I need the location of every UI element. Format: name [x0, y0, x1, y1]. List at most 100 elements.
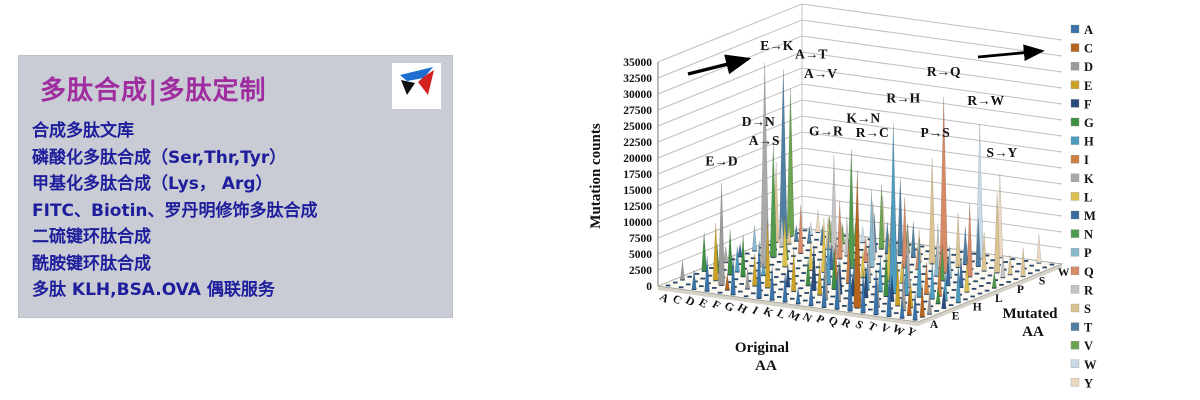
y-tick-label: 17500 [623, 169, 652, 181]
legend-label: A [1084, 23, 1093, 37]
x-tick-label: C [670, 293, 683, 308]
spike-C-to-T [793, 224, 799, 242]
spike-G-to-R [830, 154, 838, 255]
spike-G-to-W [860, 226, 866, 243]
spike-Q-to-H [877, 256, 883, 292]
spike-V-to-A [886, 274, 892, 317]
spike-F-to-H [760, 262, 766, 276]
y-tick-label: 35000 [623, 57, 652, 69]
spike-L-to-A [782, 272, 788, 302]
spike-E-to-K [760, 62, 770, 268]
spike-K-to-G [805, 258, 811, 286]
x-tick-label: M [786, 308, 802, 324]
x-tick-label: V [878, 322, 892, 337]
spike-K-to-E [791, 249, 797, 292]
service-item-fitc-biotin[interactable]: FITC、Biotin、罗丹明修饰多肽合成 [32, 200, 318, 221]
x-tick-label: Q [826, 314, 840, 329]
spike-S-to-F [889, 275, 895, 302]
spike-L-to-T [897, 178, 904, 256]
y-axis-title: Mutation counts [588, 123, 604, 229]
spike-D-to-T [806, 226, 812, 243]
x-tick-label: P [814, 313, 826, 327]
y-axis: 0 2500 5000 7500 10000 12500 15000 17500 20000 22… [588, 57, 652, 293]
spike-Y-to-D [927, 291, 932, 315]
spike-H-to-Q [836, 200, 843, 259]
service-item-klh-bsa-ova[interactable]: 多肽 KLH,BSA.OVA 偶联服务 [32, 280, 275, 300]
legend-swatch-A [1070, 24, 1080, 34]
y-tick-label: 32500 [623, 73, 652, 85]
peak-label: G→R [809, 124, 843, 139]
legend-label: H [1084, 135, 1094, 149]
legend-label: F [1084, 97, 1092, 111]
legend-swatch-C [1070, 43, 1080, 52]
spike-G-to-E [752, 253, 758, 286]
spike-W-to-L [964, 259, 970, 292]
depth-tick-label: L [995, 293, 1003, 305]
spike-W-to-G [935, 287, 941, 304]
spike-M-to-A [795, 287, 801, 304]
spike-P-to-A [821, 275, 827, 308]
spike-E-to-G [740, 234, 746, 277]
spike-W-to-A [899, 297, 905, 319]
service-item-disulfide-cyclic[interactable]: 二硫键环肽合成 [32, 227, 151, 247]
legend-label: K [1084, 172, 1094, 186]
y-tick-label: 25000 [623, 121, 652, 133]
spike-T-to-A [873, 269, 879, 315]
legend-swatch-T [1070, 322, 1080, 331]
spike-Y-to-A [912, 292, 918, 320]
y-tick-label: 12500 [623, 201, 652, 213]
spike-T-to-M [945, 256, 951, 286]
y-tick-label: 20000 [623, 153, 652, 165]
legend-swatch-I [1070, 155, 1080, 164]
spike-W-to-S [1007, 255, 1013, 275]
legend-label: C [1084, 42, 1093, 56]
spike-I-to-M [828, 243, 834, 270]
spike-R-to-A [847, 258, 853, 311]
legend-label: R [1084, 283, 1094, 297]
spike-D-to-A [691, 269, 697, 290]
spike-P-to-F [850, 272, 856, 296]
legend-swatch-D [1070, 62, 1080, 71]
wall-gridlines [657, 3, 1063, 286]
spike-A-to-M [737, 243, 743, 257]
y-tick-label: 0 [646, 281, 652, 293]
service-item-peptide-library[interactable]: 合成多肽文库 [32, 121, 134, 141]
spike-T-to-I [923, 261, 930, 295]
depth-tick-label: S [1039, 275, 1045, 287]
spike-R-to-C [853, 170, 862, 308]
legend-label: D [1084, 60, 1093, 74]
spike-I-to-A [756, 240, 762, 299]
spike-Y-to-H [955, 263, 961, 303]
right-direction-arrow-icon [977, 44, 1045, 62]
x-tick-label: I [750, 305, 760, 318]
logo-red-wing [418, 70, 434, 95]
spike-R-to-T [962, 225, 968, 265]
spike-M-to-T [910, 221, 916, 258]
x-tick-label: R [839, 316, 853, 331]
left-direction-arrow-icon [687, 54, 752, 76]
logo-blue-wing [400, 67, 433, 81]
panel-title[interactable]: 多肽合成|多肽定制 [40, 76, 267, 106]
depth-axis-title-line1: Mutated [1003, 306, 1059, 322]
service-item-phosphorylation[interactable]: 磷酸化多肽合成（Ser,Thr,Tyr） [32, 147, 287, 168]
x-tick-label: A [657, 291, 671, 306]
peak-labels: E→KA→T A→V D→N A→S E→D G→RK→NR→C R→H R→Q P→S R→W S… [705, 38, 1017, 169]
legend-label: N [1084, 228, 1093, 242]
spike-T-to-E [894, 262, 901, 306]
service-item-amide-cyclic[interactable]: 酰胺键环肽合成 [32, 253, 151, 274]
service-item-methylation[interactable]: 甲基化多肽合成（Lys， Arg） [32, 174, 273, 194]
x-tick-label: T [866, 320, 879, 334]
peak-label: D→N [742, 114, 775, 129]
spike-H-to-R [844, 217, 850, 256]
y-tick-label: 10000 [623, 217, 652, 229]
x-axis: A C D E F G H I K LMN P Q R S T VWY Original AA [657, 291, 918, 374]
legend-swatch-M [1070, 210, 1080, 220]
spike-C-to-Y [815, 209, 821, 233]
spike-Y-to-F [941, 287, 947, 309]
depth-tick-label: H [973, 302, 982, 314]
spike-W-to-C [906, 289, 912, 316]
spike-V-to-S [993, 192, 1001, 273]
legend-swatch-H [1070, 136, 1080, 145]
